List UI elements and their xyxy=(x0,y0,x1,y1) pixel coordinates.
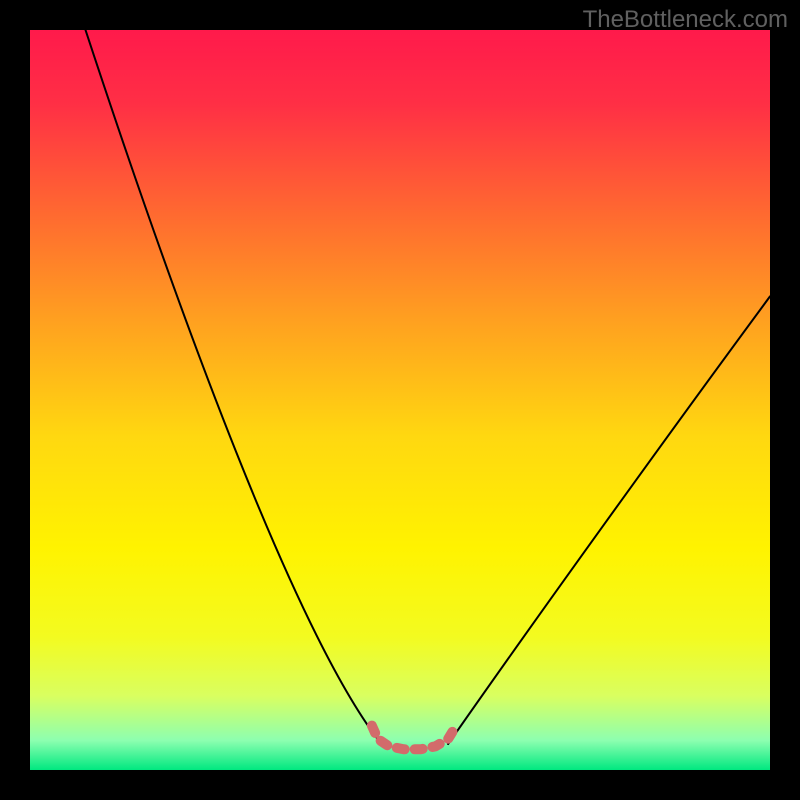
bottleneck-curve-plot xyxy=(30,30,770,770)
plot-background xyxy=(30,30,770,770)
chart-frame: TheBottleneck.com xyxy=(0,0,800,800)
